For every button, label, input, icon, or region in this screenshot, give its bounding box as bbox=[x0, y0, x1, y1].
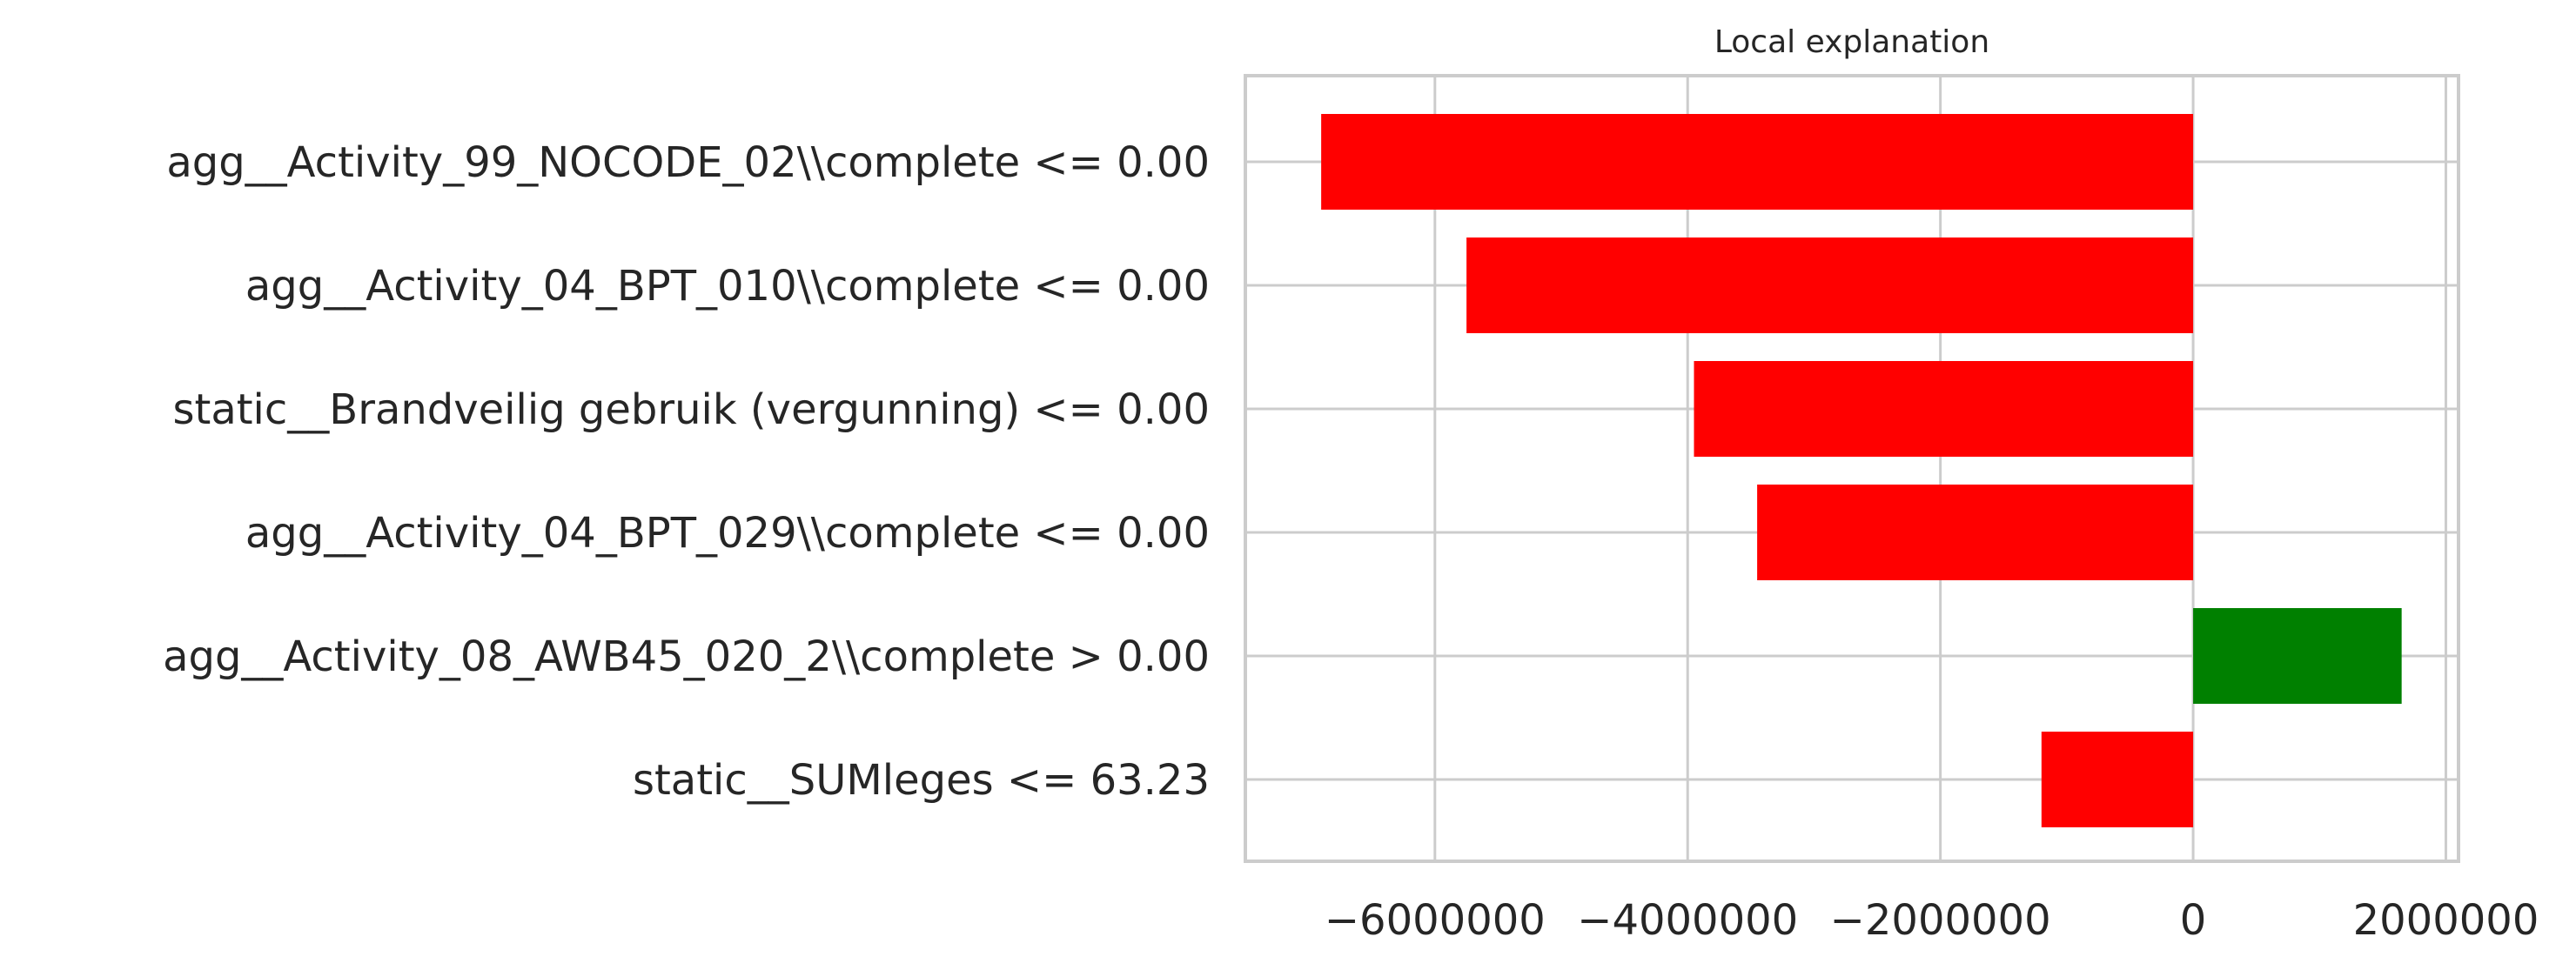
x-tick-label: 0 bbox=[2180, 896, 2207, 945]
bars bbox=[1321, 114, 2402, 827]
bar bbox=[1757, 485, 2194, 580]
bar bbox=[2041, 732, 2194, 827]
x-tick-label: −4000000 bbox=[1577, 896, 1798, 945]
y-tick-label: agg__Activity_04_BPT_029\\complete <= 0.… bbox=[245, 509, 1210, 558]
x-tick-labels: −6000000 −4000000 −2000000 0 2000000 bbox=[1325, 896, 2539, 945]
y-tick-label: static__Brandveilig gebruik (vergunning)… bbox=[172, 385, 1210, 434]
bar bbox=[1466, 237, 2194, 333]
x-tick-label: 2000000 bbox=[2353, 896, 2539, 945]
plot-frame bbox=[1244, 74, 2460, 863]
y-tick-label: agg__Activity_04_BPT_010\\complete <= 0.… bbox=[245, 262, 1210, 311]
y-tick-label: agg__Activity_08_AWB45_020_2\\complete >… bbox=[163, 632, 1210, 681]
y-tick-labels: agg__Activity_99_NOCODE_02\\complete <= … bbox=[163, 138, 1210, 805]
y-tick-label: agg__Activity_99_NOCODE_02\\complete <= … bbox=[166, 138, 1210, 187]
chart-title: Local explanation bbox=[1714, 24, 1989, 60]
bar bbox=[1321, 114, 2194, 210]
bar bbox=[2193, 608, 2402, 704]
bar bbox=[1694, 361, 2194, 457]
x-tick-label: −2000000 bbox=[1830, 896, 2051, 945]
x-tick-label: −6000000 bbox=[1325, 896, 1546, 945]
y-tick-label: static__SUMleges <= 63.23 bbox=[633, 756, 1210, 805]
